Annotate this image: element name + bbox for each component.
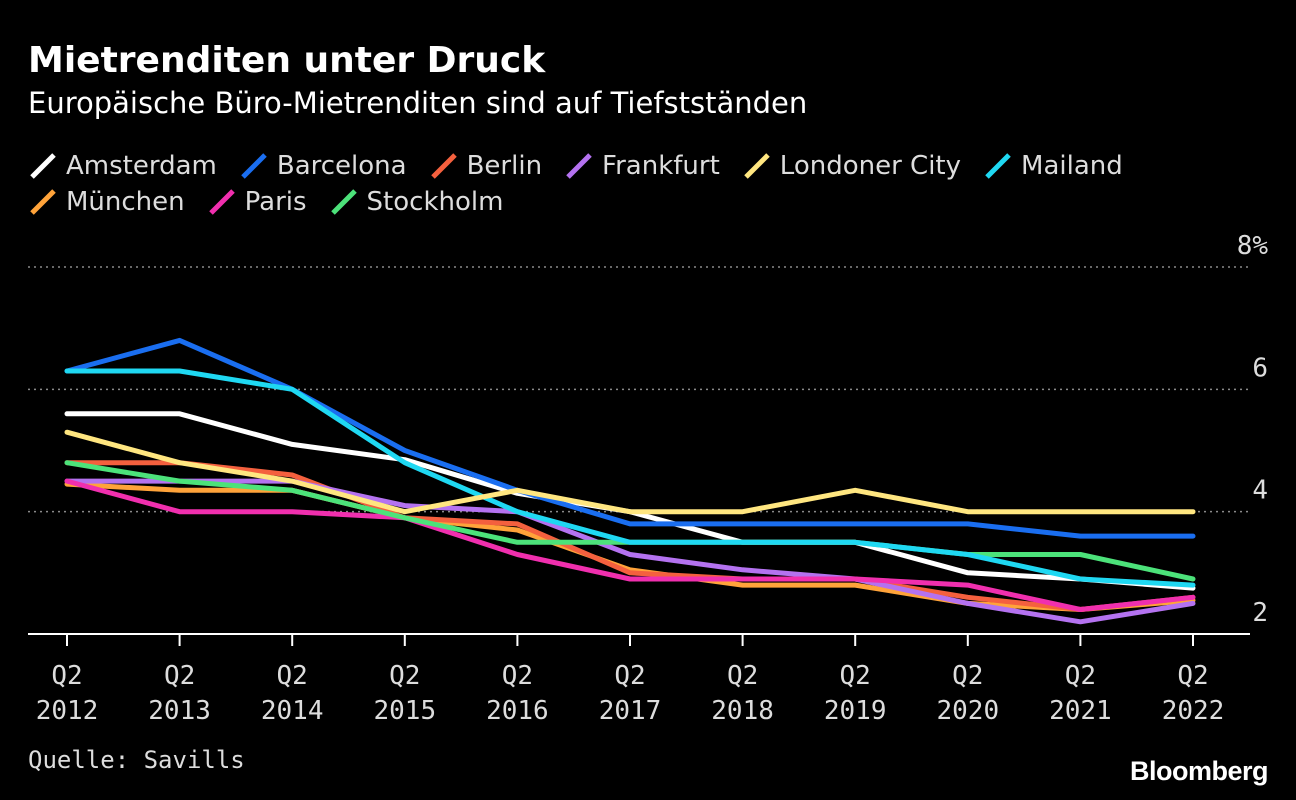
x-tick-label-quarter: Q2 — [727, 661, 758, 691]
x-axis: Q2 2012 Q2 2013 Q2 2014 Q2 2015 Q2 2016 Q2 2017 Q2 20… — [28, 633, 1250, 726]
legend-label: München — [66, 187, 185, 217]
x-tick-label-quarter: Q2 — [164, 661, 195, 691]
legend-item-frankfurt: Frankfurt — [564, 151, 720, 181]
legend-swatch-amsterdam — [30, 153, 56, 179]
legend-swatch-barcelona — [241, 153, 267, 179]
legend-label: Mailand — [1021, 151, 1123, 181]
y-tick-label: 4 — [1252, 476, 1268, 506]
legend-item-mailand: Mailand — [983, 151, 1123, 181]
x-tick-label-year: 2021 — [1049, 696, 1112, 726]
legend-label: Frankfurt — [602, 151, 720, 181]
legend-swatch-frankfurt — [566, 153, 592, 179]
x-tick-label-quarter: Q2 — [952, 661, 983, 691]
series-line-paris — [64, 478, 1196, 612]
series-line-muenchen — [64, 481, 1196, 612]
x-tick-label-quarter: Q2 — [1065, 661, 1096, 691]
legend-label: Stockholm — [366, 187, 504, 217]
chart-title: Mietrenditen unter Druck — [28, 40, 546, 81]
legend-item-muenchen: München — [28, 187, 185, 217]
chart-legend: Amsterdam Barcelona Berlin Frankfurt Londone… — [28, 148, 1228, 220]
x-tick-label-year: 2017 — [599, 696, 662, 726]
gridlines — [28, 266, 1250, 513]
y-tick-label: 6 — [1252, 353, 1268, 383]
series-line-frankfurt — [64, 478, 1196, 625]
legend-swatch-muenchen — [30, 189, 56, 215]
series-line-barcelona — [64, 337, 1196, 539]
series-lines — [64, 337, 1196, 625]
x-tick-label-quarter: Q2 — [614, 661, 645, 691]
x-tick-label-year: 2020 — [936, 696, 999, 726]
x-tick-label-quarter: Q2 — [389, 661, 420, 691]
series-line-londoner-city — [64, 429, 1196, 515]
bloomberg-logo: Bloomberg — [1129, 756, 1269, 786]
legend-item-berlin: Berlin — [429, 151, 542, 181]
y-tick-label: 8% — [1237, 231, 1269, 261]
x-tick-label-year: 2016 — [486, 696, 549, 726]
x-tick-label-quarter: Q2 — [277, 661, 308, 691]
legend-row: Amsterdam Barcelona Berlin Frankfurt Londone… — [28, 148, 1228, 184]
x-tick-label-quarter: Q2 — [840, 661, 871, 691]
series-line-mailand — [64, 368, 1196, 588]
legend-swatch-londoner-city — [744, 153, 770, 179]
chart-subtitle: Europäische Büro-Mietrenditen sind auf T… — [28, 86, 808, 120]
x-tick-label-year: 2018 — [711, 696, 774, 726]
legend-item-paris: Paris — [207, 187, 307, 217]
x-tick-label-year: 2012 — [36, 696, 99, 726]
y-tick-label: 2 — [1252, 598, 1268, 628]
x-tick-label-year: 2022 — [1162, 696, 1225, 726]
x-tick-label-quarter: Q2 — [51, 661, 82, 691]
legend-label: Londoner City — [779, 151, 962, 181]
legend-swatch-paris — [208, 189, 235, 215]
series-line-berlin — [64, 460, 1196, 612]
source-note: Quelle: Savills — [28, 746, 245, 774]
x-tick-label-year: 2019 — [824, 696, 887, 726]
legend-row: München Paris Stockholm — [28, 184, 1228, 220]
legend-label: Amsterdam — [66, 151, 217, 181]
legend-swatch-berlin — [430, 153, 457, 179]
legend-label: Paris — [244, 187, 307, 217]
x-tick-label-quarter: Q2 — [1177, 661, 1208, 691]
x-tick-label-year: 2015 — [373, 696, 436, 726]
legend-item-amsterdam: Amsterdam — [28, 151, 217, 181]
x-tick-label-quarter: Q2 — [502, 661, 533, 691]
y-axis-ticks: 8% 6 4 2 — [1237, 231, 1269, 628]
legend-label: Berlin — [466, 151, 543, 181]
legend-swatch-stockholm — [330, 189, 357, 215]
legend-item-barcelona: Barcelona — [239, 151, 407, 181]
legend-swatch-mailand — [985, 153, 1011, 179]
x-tick-label-year: 2014 — [261, 696, 324, 726]
x-tick-label-year: 2013 — [148, 696, 211, 726]
legend-label: Barcelona — [276, 151, 407, 181]
series-line-amsterdam — [64, 411, 1196, 591]
legend-item-londoner-city: Londoner City — [742, 151, 961, 181]
legend-item-stockholm: Stockholm — [329, 187, 504, 217]
